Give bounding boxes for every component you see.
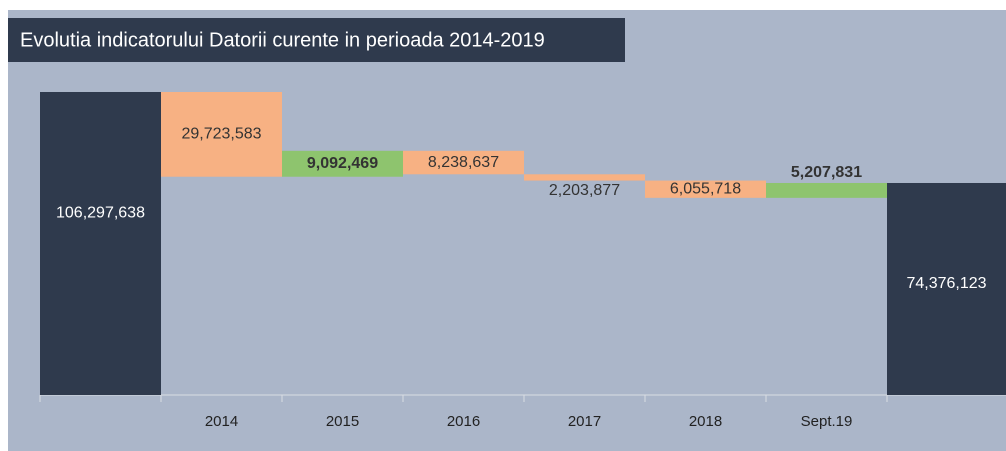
data-label: 5,207,831 bbox=[791, 164, 862, 181]
x-tick-label: 2017 bbox=[568, 413, 601, 430]
data-label: 74,376,123 bbox=[906, 275, 986, 292]
x-tick-label: 2014 bbox=[205, 413, 238, 430]
bar bbox=[766, 182, 887, 198]
x-tick-label: 2015 bbox=[326, 413, 359, 430]
bar bbox=[282, 150, 403, 177]
x-tick-label: 2016 bbox=[447, 413, 480, 430]
bar bbox=[40, 92, 161, 395]
bar bbox=[524, 174, 645, 181]
data-label: 106,297,638 bbox=[56, 204, 145, 221]
data-label: 8,238,637 bbox=[428, 154, 499, 171]
data-label: 6,055,718 bbox=[670, 180, 741, 197]
bar bbox=[887, 182, 1006, 395]
data-label: 9,092,469 bbox=[307, 155, 378, 172]
x-tick-label: 2018 bbox=[689, 413, 722, 430]
x-tick-label: Sept.19 bbox=[801, 413, 853, 430]
bar bbox=[161, 92, 282, 177]
bar bbox=[645, 180, 766, 198]
data-label: 29,723,583 bbox=[181, 126, 261, 143]
panel bbox=[8, 10, 1006, 451]
data-label: 2,203,877 bbox=[549, 182, 620, 199]
chart-title: Evolutia indicatorului Datorii curente i… bbox=[20, 29, 545, 51]
title-box bbox=[8, 18, 625, 62]
bar bbox=[403, 150, 524, 175]
